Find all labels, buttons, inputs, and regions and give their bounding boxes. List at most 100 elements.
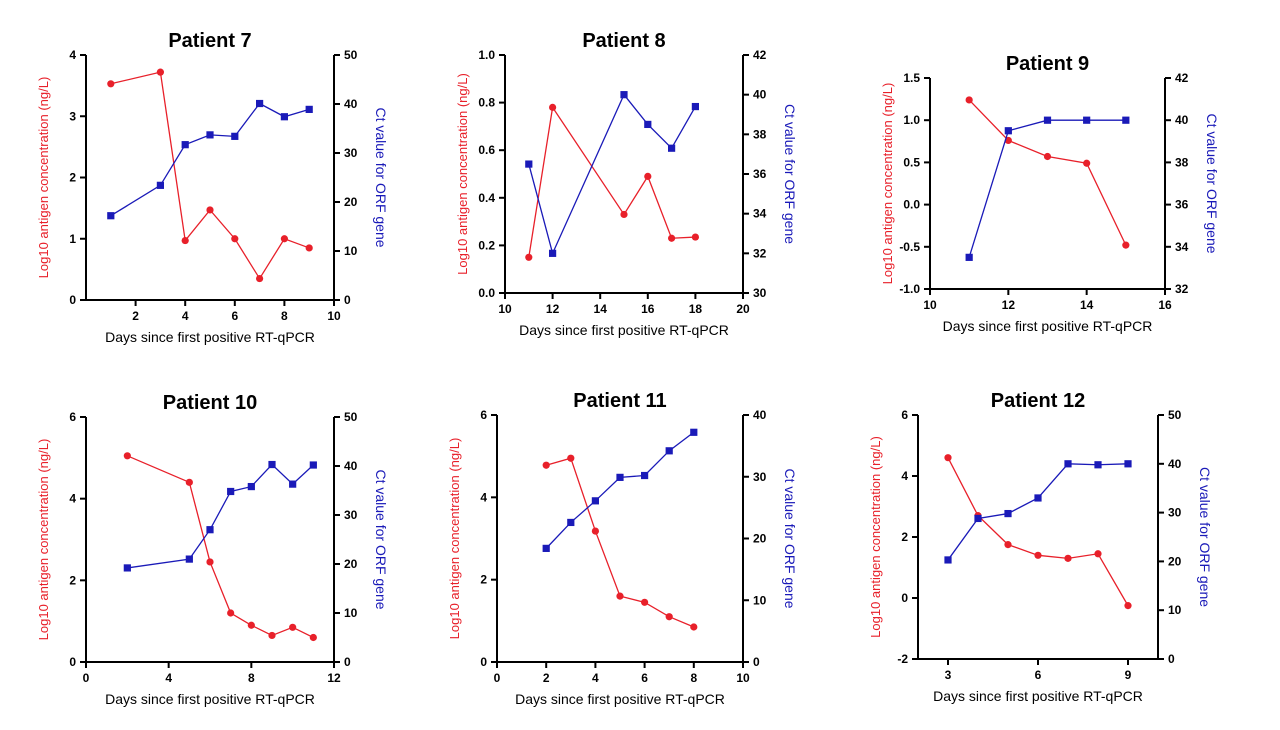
y-right-tick-label: 36 [1175,198,1189,212]
y-left-tick-label: 1 [69,232,76,246]
antigen-data-point [268,631,276,640]
y-left-tick-label: 0.8 [478,96,495,110]
ct-data-point [620,91,628,99]
y-axis-right-label: Ct value for ORF gene [782,468,798,608]
y-right-tick-label: 0 [1168,652,1175,666]
ct-data-point [1124,460,1132,468]
chart-panel: Patient 9 10 12 14 16 -1.0 -0.5 0.0 0.5 1.0 1.5 32 3… [880,53,1220,334]
antigen-data-point [1124,602,1132,610]
series-line-antigen [127,455,314,639]
y-right-tick-label: 34 [1175,240,1189,254]
ct-data-point [944,556,952,564]
y-axis-left-label: Log10 antigen concentration (ng/L) [868,436,883,638]
y-right-tick-label: 10 [344,606,358,620]
x-tick-label: 10 [498,302,512,316]
chart-title: Patient 10 [163,392,257,414]
ct-data-point [616,473,624,481]
antigen-data-point [181,236,189,245]
ct-data-point [668,144,676,152]
ct-data-point [974,514,982,523]
chart-panel: Patient 8 10 12 14 16 18 20 0.0 0.2 0.4 0.6 0.8 1.0 3… [455,30,798,338]
y-right-tick-label: 40 [753,408,767,422]
antigen-data-point [123,452,131,460]
y-left-tick-label: 6 [69,410,76,424]
antigen-data-point [156,68,164,76]
antigen-data-point [1122,241,1130,249]
y-right-tick-label: 36 [753,167,767,181]
y-right-tick-label: 30 [753,470,767,484]
y-right-tick-label: 20 [753,532,767,546]
antigen-data-point [1083,159,1091,167]
y-right-tick-label: 0 [753,655,760,669]
antigen-data-point [525,253,533,261]
y-left-tick-label: 0 [480,655,487,669]
ct-data-point [1004,509,1012,518]
y-right-tick-label: 40 [753,88,767,102]
x-axis-label: Days since first positive RT-qPCR [943,318,1153,334]
y-left-tick-label: 4 [480,490,487,504]
antigen-data-point [256,274,264,283]
x-axis-label: Days since first positive RT-qPCR [105,329,315,345]
ct-data-point [1064,460,1072,468]
y-right-tick-label: 42 [1175,71,1189,85]
y-right-tick-label: 42 [753,48,767,62]
x-tick-label: 14 [1080,298,1094,312]
ct-data-point [309,461,317,469]
x-tick-label: 12 [546,302,560,316]
y-right-tick-label: 10 [753,593,767,607]
ct-data-point [1083,116,1091,124]
y-left-tick-label: 0 [69,293,76,307]
ct-data-point [644,120,652,129]
y-axis-left-label: Log10 antigen concentration (ng/L) [447,438,462,640]
y-right-tick-label: 38 [1175,155,1189,169]
y-left-tick-label: 4 [69,492,76,506]
x-tick-label: 2 [132,309,139,323]
ct-data-point [1043,116,1052,124]
ct-data-point [206,131,214,139]
chart-title: Patient 9 [1006,53,1089,75]
y-axis-right-label: Ct value for ORF gene [1204,113,1220,253]
series-line-antigen [947,457,1129,606]
y-left-tick-label: 6 [901,408,908,422]
y-right-tick-label: 50 [344,48,358,62]
y-right-tick-label: 30 [344,508,358,522]
x-tick-label: 9 [1125,668,1132,682]
y-left-tick-label: 0.6 [478,143,495,157]
antigen-data-point [185,478,193,486]
y-left-tick-label: 1.5 [903,71,920,85]
x-tick-label: 6 [231,309,238,323]
antigen-data-point [1094,550,1102,558]
y-left-tick-label: 1.0 [478,48,495,62]
x-tick-label: 12 [1002,298,1016,312]
chart-title: Patient 12 [991,390,1085,412]
y-left-tick-label: 0.0 [478,286,495,300]
y-left-tick-label: 4 [69,48,76,62]
series-line-ct [528,93,696,256]
antigen-data-point [542,461,550,469]
y-axis-left-label: Log10 antigen concentration (ng/L) [455,73,470,275]
x-tick-label: 3 [945,668,952,682]
antigen-data-point [691,233,700,241]
series-line-antigen [528,105,696,258]
antigen-data-point [1043,152,1052,161]
series-line-antigen [546,457,695,628]
ct-data-point [289,480,297,488]
antigen-data-point [206,206,214,214]
x-tick-label: 0 [494,671,501,685]
series-line-ct [127,463,314,569]
ct-data-point [965,253,973,261]
ct-data-point [1094,461,1102,469]
ct-data-point [1034,494,1042,502]
y-axis-right-label: Ct value for ORF gene [782,104,798,244]
y-left-tick-label: 4 [901,469,908,483]
antigen-data-point [591,527,600,535]
x-tick-label: 18 [689,302,703,316]
x-axis-label: Days since first positive RT-qPCR [933,688,1143,704]
y-left-tick-label: 0.2 [478,238,495,252]
x-axis-label: Days since first positive RT-qPCR [519,322,729,338]
y-left-tick-label: 0 [69,655,76,669]
y-right-tick-label: 40 [344,459,358,473]
chart-title: Patient 7 [168,30,251,52]
y-left-tick-label: -2 [897,652,908,666]
